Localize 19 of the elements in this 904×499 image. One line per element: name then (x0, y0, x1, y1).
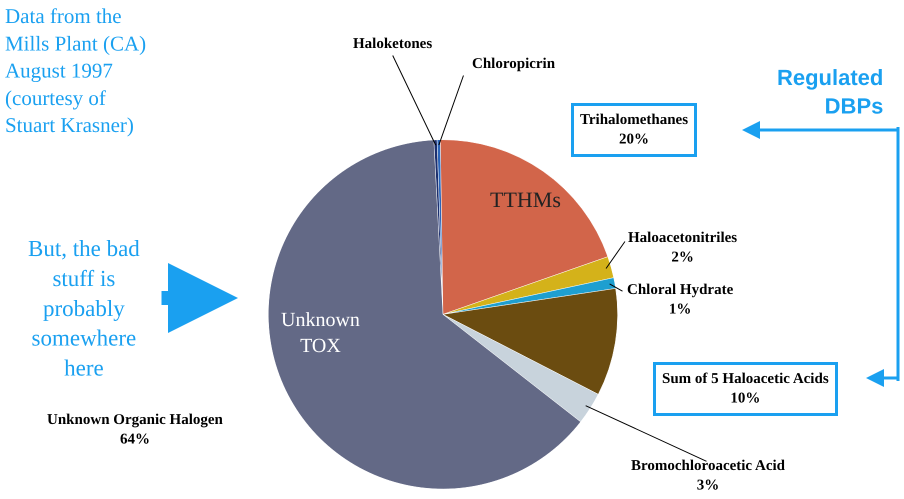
data-label: 1% (668, 302, 692, 318)
text: Regulated DBPs (777, 65, 884, 119)
data-label: 10% (730, 390, 760, 406)
slice-label: Bromochloroacetic Acid (631, 458, 786, 474)
data-label: 20% (619, 132, 650, 148)
slice-label: Chloral Hydrate (627, 282, 734, 298)
data-label: 2% (671, 250, 694, 266)
slice-label: Unknown Organic Halogen (47, 412, 224, 428)
slice-label: Chloropicrin (472, 56, 556, 72)
data-label: 64% (120, 432, 150, 448)
data-label: 3% (696, 478, 720, 494)
slice-label: Trihalomethanes (580, 112, 688, 128)
slice-label: Haloacetonitriles (628, 230, 738, 246)
text: Data from the Mills Plant (CA) August 1997 (courtesy of Stuart Krasner) (5, 4, 146, 138)
text: TTHMs (490, 187, 561, 212)
text: Unknown TOX (281, 309, 360, 357)
slice-label: Haloketones (353, 36, 432, 52)
slice-label: Sum of 5 Haloacetic Acids (662, 371, 829, 387)
text: But, the bad stuff is probably somewhere here (28, 236, 140, 381)
